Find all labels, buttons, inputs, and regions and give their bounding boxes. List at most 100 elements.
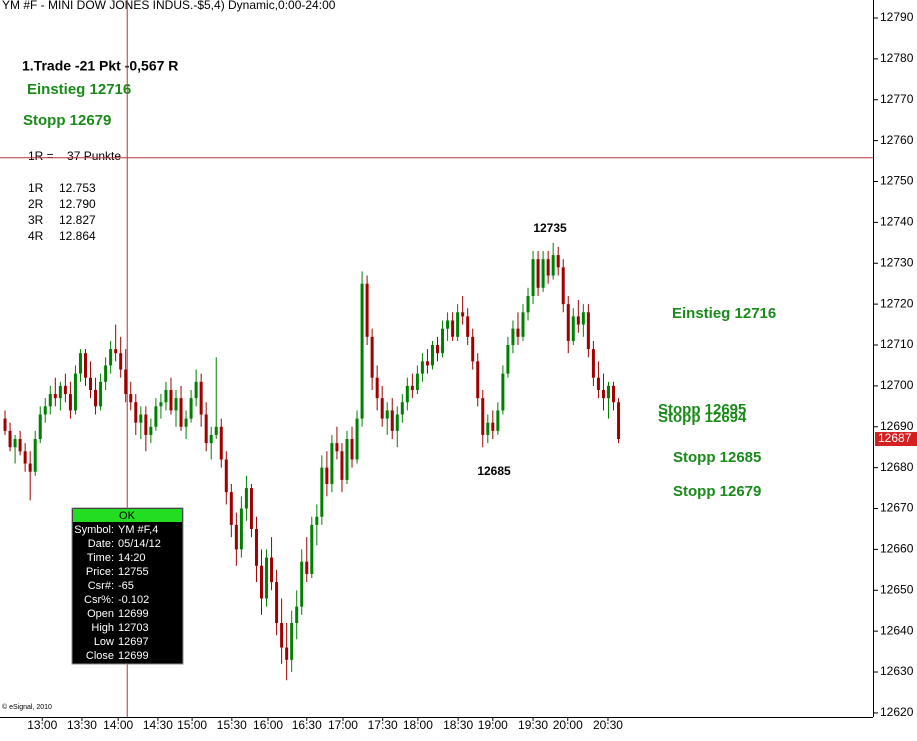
candle-body xyxy=(355,418,359,460)
candle-body xyxy=(184,418,188,427)
candle-body xyxy=(375,377,379,399)
candle-body xyxy=(18,439,22,452)
r-level-name: 1R xyxy=(28,181,44,195)
candle-body xyxy=(335,443,339,452)
r-level-name: 2R xyxy=(28,197,44,211)
data-window-label: Csr%: xyxy=(84,594,114,606)
candle-body xyxy=(436,345,440,354)
candle-body xyxy=(446,320,450,329)
data-window-value: 12699 xyxy=(118,650,149,662)
x-tick-label: 17:00 xyxy=(328,718,358,732)
candle-body xyxy=(481,398,485,435)
candle-body xyxy=(461,312,465,317)
candle-body xyxy=(275,582,279,623)
candle-body xyxy=(134,402,138,423)
candle-body xyxy=(94,389,98,407)
y-tick-label: 12680 xyxy=(880,460,914,474)
chart-title: YM #F - MINI DOW JONES INDUS.-$5,4) Dyna… xyxy=(2,0,336,12)
candle-body xyxy=(491,422,495,431)
data-window-label: Symbol: xyxy=(74,524,114,536)
candle-body xyxy=(420,361,424,374)
y-tick-label: 12690 xyxy=(880,419,914,433)
candle-body xyxy=(566,304,570,341)
candle-body xyxy=(320,467,324,517)
candle-body xyxy=(13,439,17,448)
data-window xyxy=(71,507,184,665)
x-tick-label: 15:00 xyxy=(177,718,207,732)
y-tick-label: 12770 xyxy=(880,92,914,106)
candle-body xyxy=(581,312,585,325)
candle-body xyxy=(496,410,500,431)
candle-body xyxy=(23,451,27,464)
y-tick-label: 12620 xyxy=(880,705,914,719)
candle-body xyxy=(612,385,616,403)
candle-body xyxy=(285,647,289,660)
last-price-label: 12687 xyxy=(878,431,912,445)
candle-body xyxy=(310,524,314,574)
candle-body xyxy=(63,385,67,395)
annotation: Stopp 12694 xyxy=(658,409,747,426)
candle-body xyxy=(124,369,128,395)
data-window-value: 12697 xyxy=(118,636,149,648)
data-window-label: High xyxy=(91,622,114,634)
candle-body xyxy=(551,255,555,276)
candle-body xyxy=(28,463,32,472)
candle-body xyxy=(601,389,605,399)
candle-body xyxy=(104,365,108,382)
candle-body xyxy=(536,259,540,288)
x-tick-label: 18:30 xyxy=(443,718,473,732)
x-tick-label: 19:00 xyxy=(478,718,508,732)
x-tick-label: 20:30 xyxy=(593,718,623,732)
r-level-value: 12.864 xyxy=(59,229,96,243)
candle-body xyxy=(390,410,394,431)
x-tick-label: 19:30 xyxy=(518,718,548,732)
last-price-box xyxy=(875,432,917,447)
candle-body xyxy=(189,398,193,419)
candle-body xyxy=(511,328,515,346)
candle-body xyxy=(159,402,163,407)
candle-body xyxy=(244,488,248,509)
candle-body xyxy=(139,414,143,423)
candle-body xyxy=(265,557,269,599)
candle-body xyxy=(360,283,364,419)
data-window-value: -65 xyxy=(118,580,134,592)
candle-body xyxy=(425,361,429,366)
y-tick-label: 12750 xyxy=(880,174,914,188)
candle-body xyxy=(68,394,72,411)
r-level-value: 12.753 xyxy=(59,181,96,195)
x-tick-label: 14:30 xyxy=(143,718,173,732)
data-window-value: -0.102 xyxy=(118,594,149,606)
y-tick-label: 12720 xyxy=(880,296,914,310)
candle-body xyxy=(395,414,399,431)
y-tick-label: 12630 xyxy=(880,664,914,678)
candle-body xyxy=(219,426,223,460)
candle-body xyxy=(209,434,213,444)
r-level-value: 12.790 xyxy=(59,197,96,211)
candle-body xyxy=(501,373,505,411)
data-window-value: YM #F,4 xyxy=(118,524,158,536)
candle-body xyxy=(48,394,52,407)
candle-body xyxy=(400,402,404,415)
y-tick-label: 12760 xyxy=(880,133,914,147)
candle-body xyxy=(99,381,103,407)
candle-body xyxy=(144,414,148,435)
candle-body xyxy=(571,316,575,341)
candle-body xyxy=(330,443,334,484)
x-tick-label: 15:30 xyxy=(217,718,247,732)
x-tick-label: 20:00 xyxy=(553,718,583,732)
candle-body xyxy=(556,255,560,268)
data-window-label: Price: xyxy=(86,566,114,578)
y-tick-label: 12660 xyxy=(880,542,914,556)
candle-body xyxy=(179,398,183,427)
candle-body xyxy=(194,381,198,399)
candle-body xyxy=(300,561,304,607)
candle-body xyxy=(617,402,621,440)
candle-body xyxy=(234,524,238,550)
candle-body xyxy=(8,430,12,448)
r-level-name: 3R xyxy=(28,213,44,227)
stop-text: Stopp 12679 xyxy=(23,112,111,129)
data-window-value: 12703 xyxy=(118,622,149,634)
candle-body xyxy=(430,345,434,366)
candle-body xyxy=(410,385,414,390)
annotation: Stopp 12695 xyxy=(658,401,746,418)
